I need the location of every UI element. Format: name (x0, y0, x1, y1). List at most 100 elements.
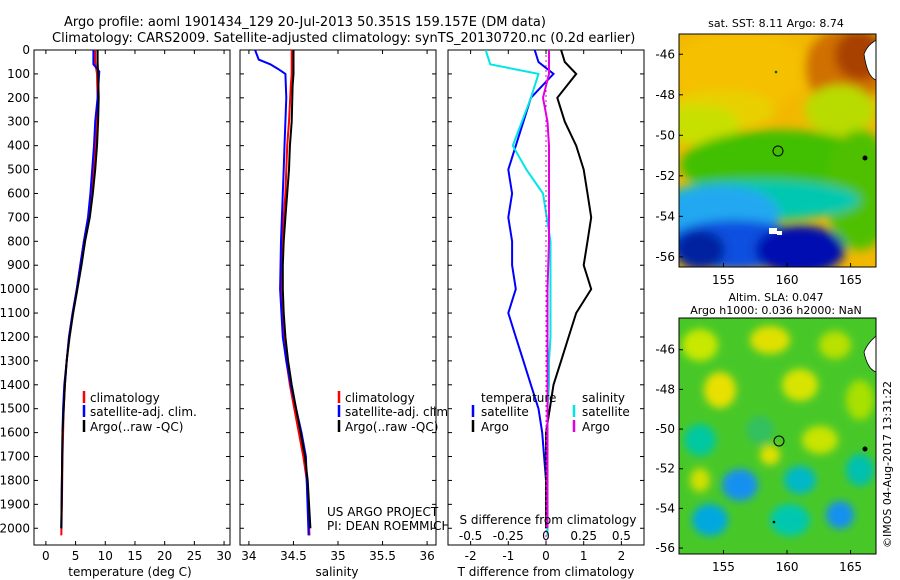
sla-map-ticks: 155 160 165 -46 -48 -50 -52 -54 -56 (655, 343, 862, 574)
y-tick-label: 2000 (0, 521, 30, 535)
s-axis-tick-label: -0.25 (493, 529, 524, 543)
map-y-tick-label: -52 (655, 462, 675, 476)
sla-map-title-line1: Altim. SLA: 0.047 (728, 291, 823, 304)
difference-profile-panel: -2 -1 0 1 2 -0.5 -0.25 0 0.25 0.5 T difference fr… (447, 49, 645, 579)
credit-line2: PI: DEAN ROEMMICH (327, 519, 450, 533)
map-x-tick-label: 165 (839, 273, 862, 287)
s-axis-tick-label: 0 (542, 529, 550, 543)
figure-title-line1: Argo profile: aoml 1901434_129 20-Jul-20… (64, 15, 546, 30)
sst-map-panel: sat. SST: 8.11 Argo: 8.74 (655, 17, 877, 287)
y-tick-label: 1700 (0, 450, 30, 464)
s-axis-tick-label: 0.5 (612, 529, 631, 543)
map-y-tick-label: -56 (655, 541, 675, 555)
y-tick-label: 1300 (0, 354, 30, 368)
x-tick-label: 10 (98, 549, 113, 563)
y-tick-label: 900 (7, 258, 30, 272)
x-tick-label: 36 (419, 549, 434, 563)
map-y-tick-label: -46 (655, 343, 675, 357)
legend-label-satellite-adj: satellite-adj. clim. (345, 405, 452, 419)
difference-xlabel-s: S difference from climatology (460, 513, 637, 527)
difference-xlabel-t: T difference from climatology (457, 565, 635, 579)
sst-map-title: sat. SST: 8.11 Argo: 8.74 (708, 17, 844, 30)
y-tick-label: 400 (7, 139, 30, 153)
x-tick-label: -2 (465, 549, 477, 563)
temperature-plot-content: 0 5 10 15 20 25 300100200300400500600700800900… (0, 43, 232, 563)
credit-line1: US ARGO PROJECT (327, 505, 439, 519)
salinity-legend: climatology satellite-adj. clim. Argo(..… (337, 391, 452, 434)
map-y-tick-label: -52 (655, 169, 675, 183)
y-tick-label: 1900 (0, 497, 30, 511)
salinity-plot-content: 34 34.5 35 35.5 36 (240, 49, 436, 563)
x-tick-label: 34.5 (280, 549, 307, 563)
map-y-tick-label: -50 (655, 128, 675, 142)
s-axis-tick-label: -0.5 (459, 529, 482, 543)
map-y-tick-label: -56 (655, 250, 675, 264)
x-tick-label: 0 (542, 549, 550, 563)
legend-label-argo: Argo(..raw -QC) (90, 420, 183, 434)
map-y-tick-label: -54 (655, 501, 675, 515)
y-tick-label: 1400 (0, 378, 30, 392)
x-tick-label: 30 (216, 549, 231, 563)
y-tick-label: 1200 (0, 330, 30, 344)
map-x-tick-label: 160 (776, 560, 799, 574)
map-x-tick-label: 160 (776, 273, 799, 287)
sla-map-field (679, 318, 876, 554)
x-tick-label: 2 (618, 549, 626, 563)
y-tick-label: 1000 (0, 282, 30, 296)
figure-title-line2: Climatology: CARS2009. Satellite-adjuste… (52, 31, 635, 46)
timestamp-label: ©IMOS 04-Aug-2017 13:31:22 (881, 381, 894, 548)
y-tick-label: 1800 (0, 473, 30, 487)
x-tick-label: -1 (502, 549, 514, 563)
legend-label-climatology: climatology (90, 391, 160, 405)
temperature-profile-panel: 0 5 10 15 20 25 300100200300400500600700800900… (0, 43, 232, 579)
s-axis-tick-label: 0.25 (570, 529, 597, 543)
y-tick-label: 300 (7, 115, 30, 129)
legend-label-s-satellite: satellite (582, 405, 630, 419)
y-tick-label: 700 (7, 210, 30, 224)
y-tick-label: 0 (22, 43, 30, 57)
sst-map-frame (678, 33, 877, 268)
x-tick-label: 35 (330, 549, 345, 563)
map-x-tick-label: 155 (712, 560, 735, 574)
map-y-tick-label: -54 (655, 209, 675, 223)
y-tick-label: 500 (7, 163, 30, 177)
series-line-salinity-argo (541, 50, 550, 529)
legend-label-t-satellite: satellite (481, 405, 529, 419)
series-line-argorawqc (60, 50, 100, 529)
map-x-tick-label: 165 (839, 560, 862, 574)
map-y-tick-label: -48 (655, 88, 675, 102)
x-tick-label: 35.5 (369, 549, 396, 563)
sla-map-title-line2: Argo h1000: 0.036 h2000: NaN (690, 304, 862, 317)
y-tick-label: 600 (7, 186, 30, 200)
sst-map-ticks: 155 160 165 -46 -48 -50 -52 -54 -56 (655, 47, 862, 287)
x-tick-label: 5 (72, 549, 80, 563)
x-tick-label: 1 (580, 549, 588, 563)
map-y-tick-label: -48 (655, 382, 675, 396)
map-y-tick-label: -50 (655, 422, 675, 436)
legend-label-s-argo: Argo (582, 420, 610, 434)
y-tick-label: 1500 (0, 402, 30, 416)
legend-header-salinity: salinity (582, 391, 625, 405)
x-tick-label: 25 (187, 549, 202, 563)
sla-map-frame (678, 317, 877, 555)
legend-label-satellite-adj: satellite-adj. clim. (90, 405, 197, 419)
x-tick-label: 0 (42, 549, 50, 563)
series-line-temperature-argo (545, 49, 593, 529)
temperature-xlabel: temperature (deg C) (68, 565, 191, 579)
series-line-argorawqc (281, 50, 312, 529)
y-tick-label: 1100 (0, 306, 30, 320)
difference-legend: temperature salinity satellite Argo sate… (471, 391, 630, 434)
legend-label-t-argo: Argo (481, 420, 509, 434)
sla-map-panel: Altim. SLA: 0.047 Argo h1000: 0.036 h200… (655, 291, 877, 574)
difference-plot-content: -2 -1 0 1 2 -0.5 -0.25 0 0.25 0.5 (448, 49, 644, 563)
salinity-plot-frame (239, 49, 437, 546)
salinity-xlabel: salinity (315, 565, 358, 579)
sst-map-field (679, 34, 876, 267)
map-x-tick-label: 155 (712, 273, 735, 287)
x-tick-label: 20 (157, 549, 172, 563)
legend-label-climatology: climatology (345, 391, 415, 405)
x-tick-label: 34 (241, 549, 256, 563)
y-tick-label: 100 (7, 67, 30, 81)
legend-header-temperature: temperature (481, 391, 556, 405)
